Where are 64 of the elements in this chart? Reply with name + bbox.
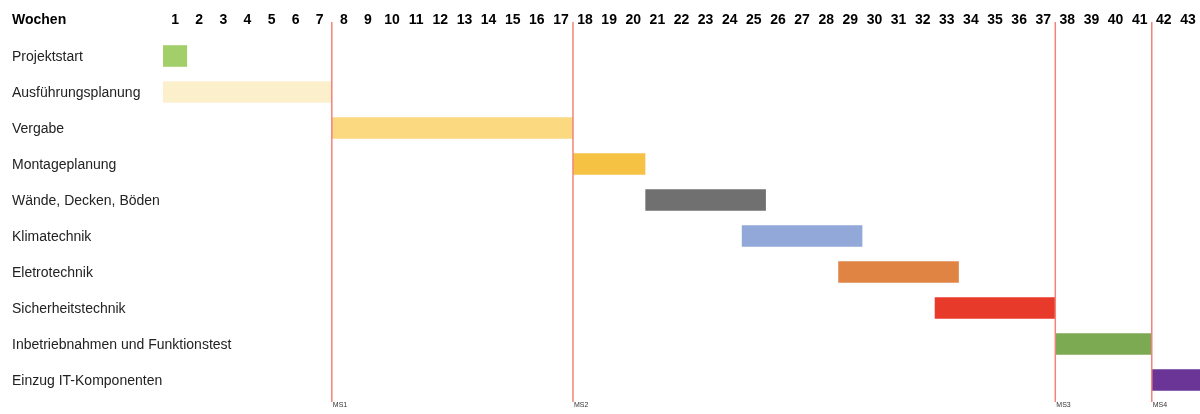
y-tick-label: Montageplanung (12, 156, 117, 172)
y-tick-label: Wände, Decken, Böden (12, 192, 160, 208)
x-tick-label: 7 (315, 11, 324, 27)
x-tick-label: 37 (1035, 11, 1052, 27)
x-tick-label: 21 (649, 11, 666, 27)
bar (163, 45, 188, 67)
bar (1055, 333, 1152, 355)
y-tick-label: Klimatechnik (12, 228, 93, 244)
x-tick-label: 32 (914, 11, 931, 27)
bar (572, 153, 646, 175)
x-tick-label: 11 (408, 11, 424, 27)
x-tick-label: 9 (364, 11, 373, 27)
x-tick-label: 24 (721, 11, 738, 27)
y-tick-label: Ausführungsplanung (12, 84, 141, 100)
x-tick-label: 29 (842, 11, 859, 27)
x-tick-label: 42 (1156, 11, 1172, 27)
y-tick-label: Inbetriebnahmen und Funktionstest (12, 336, 232, 352)
bar (934, 297, 1056, 319)
x-tick-label: 8 (339, 11, 348, 27)
y-tick-label: Projektstart (12, 48, 83, 64)
x-tick-label: 18 (577, 11, 594, 27)
y-tick-label: Eletrotechnik (12, 264, 94, 280)
x-tick-label: 14 (480, 11, 497, 27)
x-tick-label: 3 (219, 11, 228, 27)
x-tick-label: 6 (291, 11, 300, 27)
x-tick-label: 43 (1180, 11, 1196, 27)
y-tick-label: Sicherheitstechnik (12, 300, 127, 316)
bar (1151, 369, 1200, 391)
x-tick-label: 4 (243, 11, 252, 27)
x-tick-label: 30 (866, 11, 883, 27)
x-tick-label: 31 (890, 11, 907, 27)
bar (645, 189, 766, 211)
x-tick-label: 22 (673, 11, 690, 27)
x-tick-label: 27 (794, 11, 811, 27)
x-tick-label: 41 (1131, 11, 1148, 27)
x-tick-label: 28 (818, 11, 835, 27)
x-tick-label: 39 (1083, 11, 1100, 27)
x-tick-label: 1 (171, 11, 180, 27)
x-tick-label: 15 (504, 11, 521, 27)
x-tick-label: 40 (1107, 11, 1124, 27)
x-tick-label: 23 (697, 11, 714, 27)
bar (163, 81, 332, 103)
x-tick-label: 5 (267, 11, 276, 27)
bar (838, 261, 959, 283)
bar (741, 225, 863, 247)
bar (331, 117, 573, 139)
x-tick-label: 34 (963, 11, 979, 27)
x-tick-label: 20 (625, 11, 642, 27)
x-tick-label: 25 (746, 11, 762, 27)
x-tick-label: 2 (195, 11, 204, 27)
x-tick-label: 33 (938, 11, 955, 27)
x-tick-label: 13 (456, 11, 473, 27)
x-tick-label: 35 (987, 11, 1004, 27)
x-tick-label: 10 (384, 11, 401, 27)
x-tick-label: 36 (1011, 11, 1028, 27)
x-tick-label: 17 (553, 11, 569, 27)
x-tick-label: 12 (432, 11, 449, 27)
x-tick-label: 26 (770, 11, 786, 27)
y-tick-label: Vergabe (12, 120, 65, 136)
x-axis-title: Wochen (12, 11, 67, 27)
y-tick-label: Einzug IT-Komponenten (12, 372, 163, 388)
x-tick-label: 19 (601, 11, 618, 27)
x-tick-label: 16 (529, 11, 545, 27)
x-tick-label: 38 (1059, 11, 1076, 27)
